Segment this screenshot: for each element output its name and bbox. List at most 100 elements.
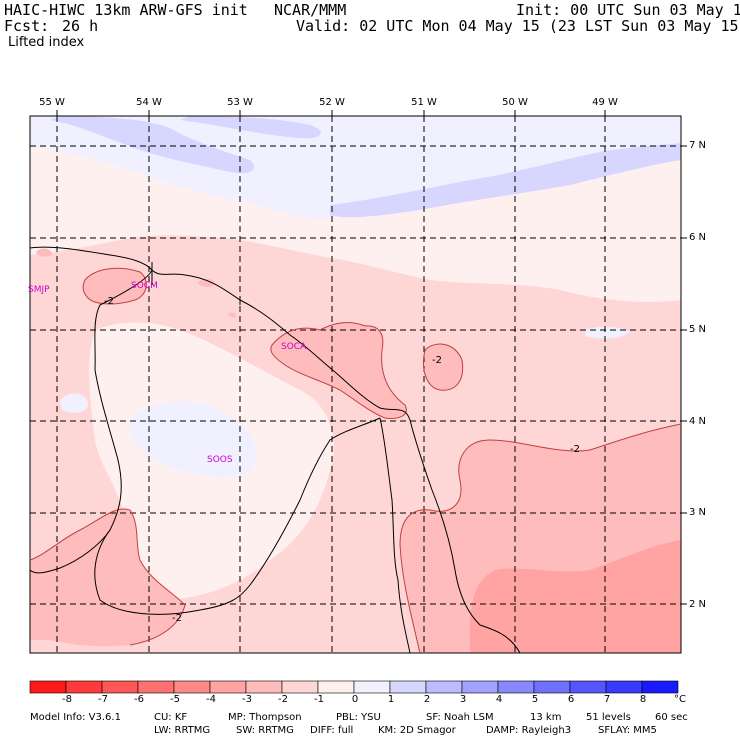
colorbar-segment [209, 680, 247, 694]
colorbar-segment [281, 680, 319, 694]
contour-lines [29, 267, 682, 654]
colorbar-value: 6 [567, 694, 575, 705]
colorbar-segment [461, 680, 499, 694]
colorbar-segment [569, 680, 607, 694]
border-line [94, 417, 381, 615]
colorbar-segment [173, 680, 211, 694]
colorbar-segment [389, 680, 427, 694]
colorbar-value: -8 [62, 694, 72, 705]
lon-label: 53 W [227, 97, 253, 108]
colorbar-value: 5 [531, 694, 539, 705]
colorbar-segment [317, 680, 355, 694]
station-label: SOCA [281, 342, 307, 352]
lat-label: 5 N [689, 324, 707, 335]
cumulus-scheme: CU: KF [154, 712, 188, 723]
shade-positive-band [330, 143, 681, 218]
colorbar-value: 4 [495, 694, 503, 705]
contour-minus-two [82, 267, 147, 305]
contour-label: -2 [104, 296, 114, 307]
border-line [379, 417, 411, 654]
station-label: SOCM [131, 281, 158, 291]
shade-minus-two-cell [228, 312, 237, 318]
org-label: NCAR/MMM [274, 1, 347, 19]
station-label: SOOS [207, 455, 233, 465]
pbl-scheme: PBL: YSU [336, 712, 381, 723]
shade-minus-three [469, 540, 681, 653]
damping-option: DAMP: Rayleigh3 [486, 725, 572, 736]
colorbar-value: 0 [351, 694, 359, 705]
colorbar-segment [641, 680, 679, 694]
coastline [29, 246, 411, 421]
contour-minus-two [29, 508, 186, 646]
colorbar-value: -1 [314, 694, 324, 705]
colorbar-segment [605, 680, 643, 694]
colorbar-segment [533, 680, 571, 694]
contour-minus-two [399, 423, 682, 654]
diffusion-option: DIFF: full [310, 725, 354, 736]
map-frame [29, 115, 682, 654]
coastline-borders [29, 246, 521, 654]
shortwave-scheme: SW: RRTMG [236, 725, 294, 736]
lat-label: 7 N [689, 140, 707, 151]
shade-positive-patch [585, 326, 630, 339]
lon-label: 51 W [411, 97, 437, 108]
surface-scheme: SF: Noah LSM [426, 712, 494, 723]
init-time: Init: 00 UTC Sun 03 May 15 [516, 1, 740, 19]
colorbar-value: 2 [423, 694, 431, 705]
eddy-option: KM: 2D Smagor [378, 725, 456, 736]
colorbar-segment [353, 680, 391, 694]
shade-positive-patch [129, 401, 256, 478]
colorbar-value: -6 [134, 694, 144, 705]
shade-minus-two-southwest [30, 509, 185, 647]
grid-spacing: 13 km [530, 712, 562, 723]
colorbar [29, 680, 679, 694]
colorbar-segment [101, 680, 139, 694]
surface-layer-option: SFLAY: MM5 [598, 725, 657, 736]
station-label: SMJP [28, 285, 50, 295]
colorbar-segment [245, 680, 283, 694]
axis-ticks [56, 110, 687, 605]
colorbar-value: 8 [639, 694, 647, 705]
lon-label: 49 W [592, 97, 618, 108]
colorbar-value: 7 [603, 694, 611, 705]
vertical-levels: 51 levels [586, 712, 631, 723]
forecast-label: Fcst: [4, 17, 50, 35]
colorbar-value: -3 [242, 694, 252, 705]
shade-minus-two-cell [198, 278, 215, 287]
microphysics-scheme: MP: Thompson [228, 712, 302, 723]
lon-label: 54 W [136, 97, 162, 108]
shade-positive-band [50, 116, 254, 174]
shade-minus-two-cell [36, 248, 52, 257]
lat-label: 4 N [689, 416, 707, 427]
colorbar-segment [65, 680, 103, 694]
valid-time: Valid: 02 UTC Mon 04 May 15 (23 LST Sun … [296, 17, 740, 35]
time-step: 60 sec [655, 712, 688, 723]
colorbar-value: 1 [387, 694, 395, 705]
colorbar-value: -4 [206, 694, 216, 705]
model-title: HAIC-HIWC 13km ARW-GFS init [4, 1, 248, 19]
lat-label: 2 N [689, 599, 707, 610]
model-info: Model Info: V3.6.1 [30, 712, 121, 723]
colorbar-value: -7 [98, 694, 108, 705]
border-line [409, 419, 521, 654]
contour-minus-two [270, 322, 407, 419]
colorbar-value: -5 [170, 694, 180, 705]
colorbar-segment [497, 680, 535, 694]
contour-label: -2 [172, 613, 182, 624]
field-name: Lifted index [8, 35, 85, 50]
forecast-hour: 26 h [62, 17, 99, 35]
graticule [30, 116, 681, 653]
colorbar-value: -2 [278, 694, 288, 705]
shade-positive-patch [60, 393, 89, 413]
colorbar-value: 3 [459, 694, 467, 705]
longwave-scheme: LW: RRTMG [154, 725, 211, 736]
contour-label: -2 [570, 444, 580, 455]
colorbar-segment [29, 680, 67, 694]
lon-label: 52 W [319, 97, 345, 108]
border-line [29, 269, 153, 574]
shade-positive-band [180, 116, 321, 139]
colorbar-segment [425, 680, 463, 694]
lat-label: 6 N [689, 232, 707, 243]
lon-label: 55 W [39, 97, 65, 108]
